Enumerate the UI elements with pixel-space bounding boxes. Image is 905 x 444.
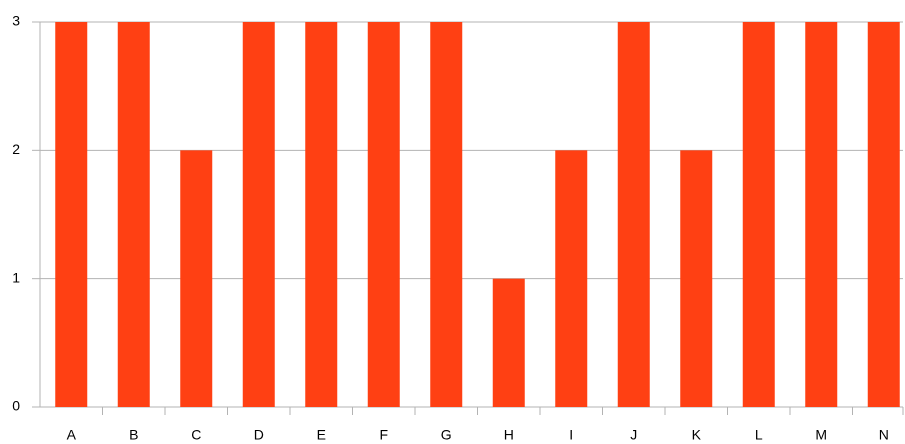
x-tick-label: K [692, 427, 702, 443]
bar [242, 22, 275, 407]
x-tick-label: B [129, 427, 138, 443]
x-tick-label: M [815, 427, 827, 443]
bar [555, 150, 588, 408]
bar [367, 22, 400, 407]
x-tick-label: C [191, 427, 201, 443]
x-tick-label: J [630, 427, 637, 443]
x-tick-label: D [254, 427, 264, 443]
x-tick-label: A [67, 427, 77, 443]
y-tick-label: 3 [12, 13, 20, 29]
x-tick-label: E [317, 427, 326, 443]
bar [680, 150, 713, 408]
bar [867, 22, 900, 407]
bar [805, 22, 838, 407]
bar [492, 278, 525, 407]
x-tick-label: N [879, 427, 889, 443]
x-tick-label: F [379, 427, 388, 443]
bar [117, 22, 150, 407]
bar [305, 22, 338, 407]
bar [430, 22, 463, 407]
x-tick-label: L [755, 427, 763, 443]
x-tick-label: G [441, 427, 452, 443]
y-tick-label: 2 [12, 141, 20, 157]
bar [180, 150, 213, 408]
y-tick-label: 0 [12, 398, 20, 414]
x-tick-label: H [504, 427, 514, 443]
x-tick-label: I [569, 427, 573, 443]
bar [742, 22, 775, 407]
y-tick-label: 1 [12, 269, 20, 285]
bar [617, 22, 650, 407]
bar [55, 22, 88, 407]
